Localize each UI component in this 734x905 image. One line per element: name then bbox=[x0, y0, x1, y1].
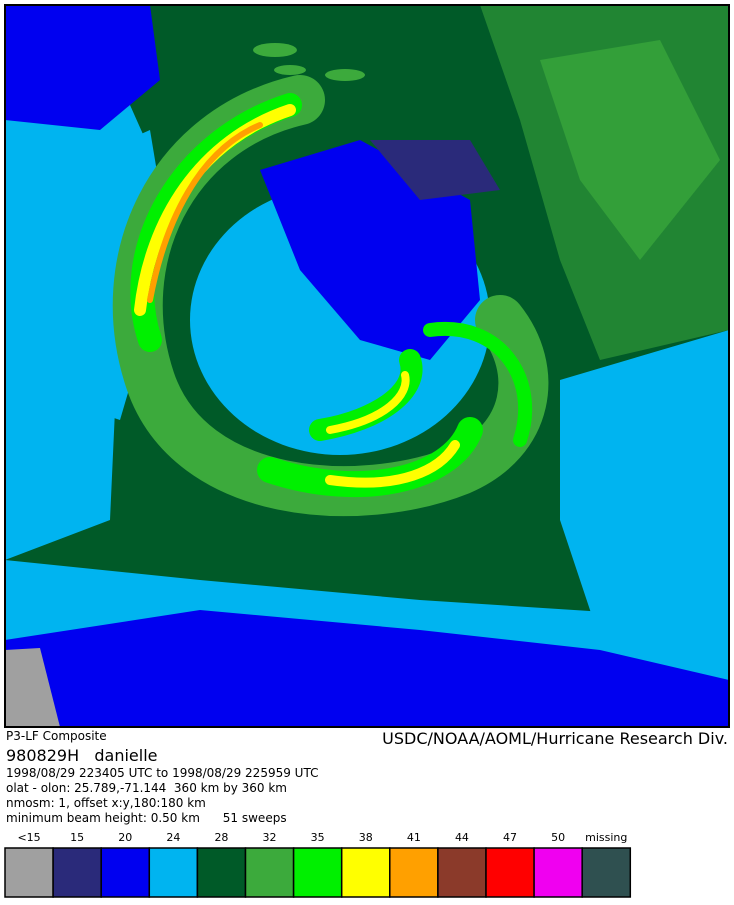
legend: <15 15 20 24 28 32 35 38 41 44 47 50 missing bbox=[4, 831, 632, 898]
info-lines: 1998/08/29 223405 UTC to 1998/08/29 2259… bbox=[6, 766, 318, 825]
radar-image bbox=[4, 4, 730, 728]
legend-swatch bbox=[196, 847, 247, 898]
legend-label: 38 bbox=[359, 831, 373, 844]
legend-label: 28 bbox=[214, 831, 228, 844]
legend-swatch bbox=[533, 847, 583, 898]
legend-swatch bbox=[389, 847, 439, 898]
info-line: olat - olon: 25.789,-71.144 360 km by 36… bbox=[6, 781, 287, 795]
legend-label: 15 bbox=[70, 831, 84, 844]
legend-label: 24 bbox=[166, 831, 180, 844]
legend-label: missing bbox=[585, 831, 627, 844]
legend-label: 44 bbox=[455, 831, 469, 844]
legend-swatch bbox=[292, 847, 343, 898]
info-line: minimum beam height: 0.50 km 51 sweeps bbox=[6, 811, 287, 825]
legend-swatch bbox=[244, 847, 295, 898]
legend-label: 20 bbox=[118, 831, 132, 844]
legend-swatch bbox=[437, 847, 487, 898]
legend-label: <15 bbox=[17, 831, 40, 844]
legend-swatch bbox=[100, 847, 151, 898]
legend-label: 41 bbox=[407, 831, 421, 844]
legend-label: 50 bbox=[551, 831, 565, 844]
product: P3-LF Composite bbox=[6, 729, 107, 743]
info-line: 1998/08/29 223405 UTC to 1998/08/29 2259… bbox=[6, 766, 318, 780]
credit: USDC/NOAA/AOML/Hurricane Research Div. bbox=[382, 729, 728, 748]
legend-swatch bbox=[485, 847, 535, 898]
legend-label: 32 bbox=[263, 831, 277, 844]
legend-swatch bbox=[340, 847, 391, 898]
legend-swatch bbox=[4, 847, 54, 898]
storm: 980829H danielle bbox=[6, 746, 158, 765]
legend-label: 47 bbox=[503, 831, 517, 844]
legend-label: 35 bbox=[311, 831, 325, 844]
legend-swatch bbox=[581, 847, 632, 898]
legend-swatch bbox=[52, 847, 102, 898]
legend-swatch bbox=[148, 847, 199, 898]
info-line: nmosm: 1, offset x:y,180:180 km bbox=[6, 796, 206, 810]
